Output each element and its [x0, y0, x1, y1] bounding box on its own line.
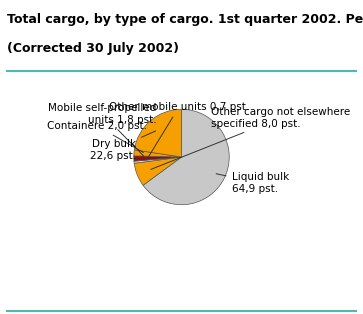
Text: (Corrected 30 July 2002): (Corrected 30 July 2002) — [7, 42, 179, 55]
Text: Dry bulk
22,6 pst.: Dry bulk 22,6 pst. — [90, 131, 156, 161]
Text: Liquid bulk
64,9 pst.: Liquid bulk 64,9 pst. — [216, 172, 289, 194]
Text: Total cargo, by type of cargo. 1st quarter 2002. Per cent: Total cargo, by type of cargo. 1st quart… — [7, 13, 363, 25]
Wedge shape — [134, 156, 182, 161]
Wedge shape — [143, 109, 229, 205]
Wedge shape — [134, 150, 182, 157]
Wedge shape — [134, 157, 182, 163]
Wedge shape — [134, 109, 182, 157]
Text: Containere 2,0 pst.: Containere 2,0 pst. — [47, 121, 147, 153]
Text: Mobile self-propelled
units 1,8 pst.: Mobile self-propelled units 1,8 pst. — [48, 103, 157, 156]
Text: Other mobile units 0,7 pst.: Other mobile units 0,7 pst. — [109, 102, 249, 159]
Wedge shape — [134, 157, 182, 185]
Text: Other cargo not elsewhere
specified 8,0 pst.: Other cargo not elsewhere specified 8,0 … — [151, 107, 350, 169]
